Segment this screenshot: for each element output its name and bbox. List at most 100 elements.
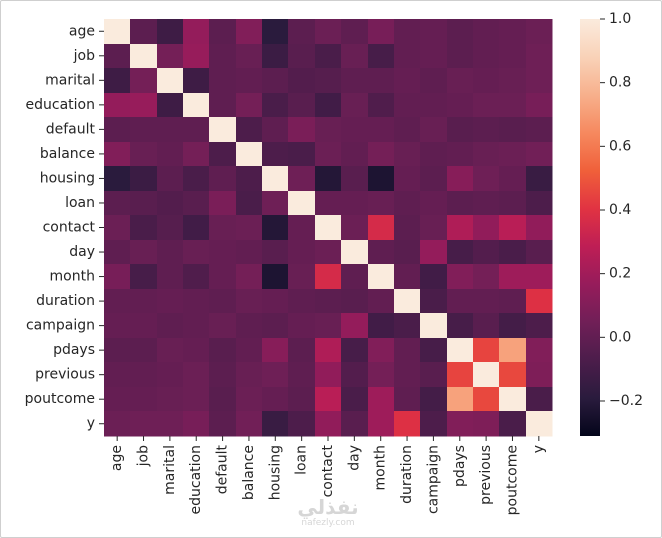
x-tick-label-previous: previous	[478, 445, 494, 505]
heatmap-cell-day-previous	[473, 240, 500, 265]
x-tick-label-job: job	[136, 445, 152, 467]
heatmap-cell-poutcome-day	[341, 387, 369, 412]
heatmap-cell-campaign-marital	[157, 313, 184, 339]
heatmap-cell-balance-campaign	[420, 142, 448, 167]
heatmap-cell-housing-pdays	[447, 166, 474, 192]
heatmap-cell-marital-housing	[262, 68, 289, 94]
heatmap-cell-duration-marital	[157, 289, 184, 314]
heatmap-cell-campaign-y	[526, 313, 553, 339]
heatmap-cell-campaign-duration	[394, 313, 421, 339]
heatmap-cell-age-campaign	[420, 19, 448, 45]
heatmap-cell-contact-month	[368, 215, 395, 241]
heatmap-cell-job-previous	[473, 44, 500, 69]
heatmap-cell-job-housing	[262, 44, 289, 69]
heatmap-cell-y-y	[526, 411, 553, 437]
colorbar-tick-label-2: 0.6	[609, 138, 631, 154]
heatmap-cell-y-contact	[315, 411, 342, 437]
heatmap-cell-duration-day	[341, 289, 369, 314]
heatmap-cell-age-poutcome	[499, 19, 527, 45]
x-tick-label-balance: balance	[241, 445, 257, 500]
heatmap-cell-contact-marital	[157, 215, 184, 241]
heatmap-cell-default-poutcome	[499, 117, 527, 143]
heatmap-cell-age-loan	[288, 19, 316, 45]
heatmap-cell-pdays-duration	[394, 338, 421, 363]
heatmap-cell-contact-loan	[288, 215, 316, 241]
heatmap-cell-marital-day	[341, 68, 369, 94]
heatmap-cell-balance-job	[130, 142, 158, 167]
heatmap-cell-marital-y	[526, 68, 553, 94]
heatmap-cell-duration-previous	[473, 289, 500, 314]
heatmap-cell-loan-poutcome	[499, 191, 527, 216]
y-tick-label-education: education	[26, 97, 95, 113]
heatmap-cell-pdays-month	[368, 338, 395, 363]
heatmap-cell-y-month	[368, 411, 395, 437]
heatmap-cell-contact-job	[130, 215, 158, 241]
heatmap-cell-housing-housing	[262, 166, 289, 192]
heatmap-cell-loan-duration	[394, 191, 421, 216]
heatmap-cell-month-balance	[236, 264, 263, 290]
y-tick-label-job: job	[73, 48, 95, 64]
heatmap-cell-default-default	[209, 117, 237, 143]
heatmap-cell-loan-pdays	[447, 191, 474, 216]
heatmap-cell-loan-loan	[288, 191, 316, 216]
heatmap-cell-age-job	[130, 19, 158, 45]
x-tick-label-month: month	[373, 445, 389, 490]
heatmap-cell-contact-housing	[262, 215, 289, 241]
heatmap-cell-poutcome-education	[183, 387, 210, 412]
heatmap-cell-job-poutcome	[499, 44, 527, 69]
heatmap-cell-y-education	[183, 411, 210, 437]
heatmap-cell-marital-education	[183, 68, 210, 94]
heatmap-cell-day-y	[526, 240, 553, 265]
heatmap-cell-job-default	[209, 44, 237, 69]
heatmap-cell-y-marital	[157, 411, 184, 437]
heatmap-cell-marital-balance	[236, 68, 263, 94]
heatmap-cell-poutcome-marital	[157, 387, 184, 412]
heatmap-cell-contact-pdays	[447, 215, 474, 241]
heatmap-cell-contact-education	[183, 215, 210, 241]
heatmap-cell-duration-y	[526, 289, 553, 314]
heatmap-cell-pdays-previous	[473, 338, 500, 363]
heatmap-cell-campaign-default	[209, 313, 237, 339]
heatmap-cell-y-previous	[473, 411, 500, 437]
heatmap-cell-campaign-month	[368, 313, 395, 339]
heatmap-cell-y-age	[104, 411, 131, 437]
heatmap-cell-contact-duration	[394, 215, 421, 241]
colorbar-tick-label-5: 0.0	[609, 329, 631, 345]
heatmap-cell-duration-duration	[394, 289, 421, 314]
heatmap-cell-campaign-previous	[473, 313, 500, 339]
y-tick-label-day: day	[69, 244, 95, 260]
heatmap-cell-day-marital	[157, 240, 184, 265]
heatmap-cell-month-month	[368, 264, 395, 290]
heatmap-cell-loan-balance	[236, 191, 263, 216]
heatmap-cell-housing-loan	[288, 166, 316, 192]
heatmap-cell-pdays-housing	[262, 338, 289, 363]
heatmap-cell-poutcome-campaign	[420, 387, 448, 412]
heatmap-cell-campaign-contact	[315, 313, 342, 339]
heatmap-cell-age-y	[526, 19, 553, 45]
heatmap-cell-y-campaign	[420, 411, 448, 437]
heatmap-cell-poutcome-pdays	[447, 387, 474, 412]
heatmap-cell-age-housing	[262, 19, 289, 45]
heatmap-cell-default-previous	[473, 117, 500, 143]
heatmap-cell-poutcome-default	[209, 387, 237, 412]
x-tick-label-day: day	[346, 445, 362, 471]
heatmap-cell-balance-y	[526, 142, 553, 167]
heatmap-cell-pdays-y	[526, 338, 553, 363]
heatmap-cell-pdays-poutcome	[499, 338, 527, 363]
x-tick-label-y: y	[531, 445, 547, 453]
heatmap-cell-campaign-loan	[288, 313, 316, 339]
heatmap-cell-balance-poutcome	[499, 142, 527, 167]
heatmap-cell-month-age	[104, 264, 131, 290]
heatmap-cell-contact-age	[104, 215, 131, 241]
heatmap-cell-poutcome-balance	[236, 387, 263, 412]
heatmap-cell-poutcome-loan	[288, 387, 316, 412]
heatmap-cell-campaign-balance	[236, 313, 263, 339]
heatmap-cell-housing-job	[130, 166, 158, 192]
heatmap-cell-duration-month	[368, 289, 395, 314]
heatmap-cell-loan-age	[104, 191, 131, 216]
heatmap-cell-age-contact	[315, 19, 342, 45]
colorbar-tick-label-6: −0.2	[609, 393, 643, 409]
heatmap-cell-job-education	[183, 44, 210, 69]
x-tick-label-age: age	[109, 445, 125, 471]
heatmap-cell-duration-default	[209, 289, 237, 314]
